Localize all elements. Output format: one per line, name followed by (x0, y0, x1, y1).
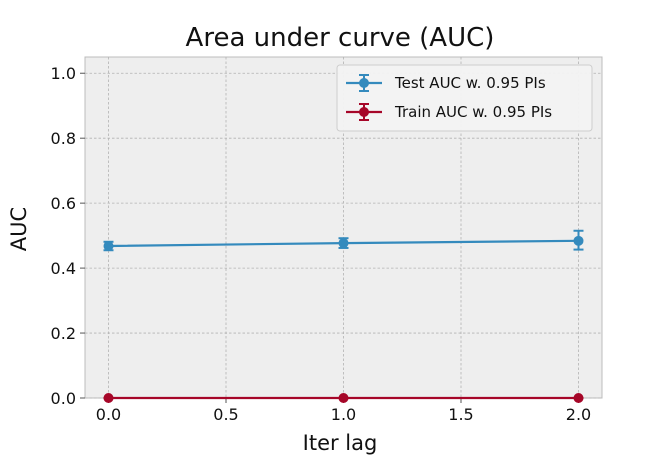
series-1 (103, 229, 584, 252)
data-point (338, 393, 349, 403)
data-point (338, 238, 349, 249)
y-tick-label: 0.8 (51, 129, 76, 148)
legend-box (336, 64, 593, 132)
legend-marker (359, 78, 369, 88)
x-tick-label: 1.5 (448, 405, 473, 424)
y-axis-ticks: 0.0 0.2 0.4 0.6 0.8 1.0 (51, 64, 85, 408)
legend-label: Test AUC w. 0.95 PIs (394, 74, 546, 92)
data-point (573, 393, 584, 403)
x-tick-label: 1.0 (331, 405, 356, 424)
data-point (103, 241, 114, 252)
y-tick-label: 0.4 (51, 259, 76, 278)
x-tick-label: 0.0 (96, 405, 121, 424)
legend: Test AUC w. 0.95 PIs Train AUC w. 0.95 PI… (336, 64, 593, 132)
y-tick-label: 1.0 (51, 64, 76, 83)
y-tick-label: 0.6 (51, 194, 76, 213)
x-axis-ticks: 0.0 0.5 1.0 1.5 2.0 (96, 398, 591, 424)
chart-title: Area under curve (AUC) (186, 23, 495, 53)
y-tick-label: 0.2 (51, 324, 76, 343)
legend-entry: Train AUC w. 0.95 PIs (346, 103, 552, 121)
x-tick-label: 2.0 (566, 405, 591, 424)
x-tick-label: 0.5 (213, 405, 238, 424)
data-point (103, 393, 114, 403)
legend-label: Train AUC w. 0.95 PIs (394, 103, 552, 121)
y-tick-label: 0.0 (51, 389, 76, 408)
legend-entry: Test AUC w. 0.95 PIs (346, 74, 546, 92)
series-layer (103, 229, 584, 403)
series-2 (103, 393, 584, 403)
legend-marker (359, 107, 369, 117)
x-axis-label: Iter lag (303, 431, 378, 455)
y-axis-label: AUC (7, 207, 31, 251)
data-point (573, 235, 584, 246)
